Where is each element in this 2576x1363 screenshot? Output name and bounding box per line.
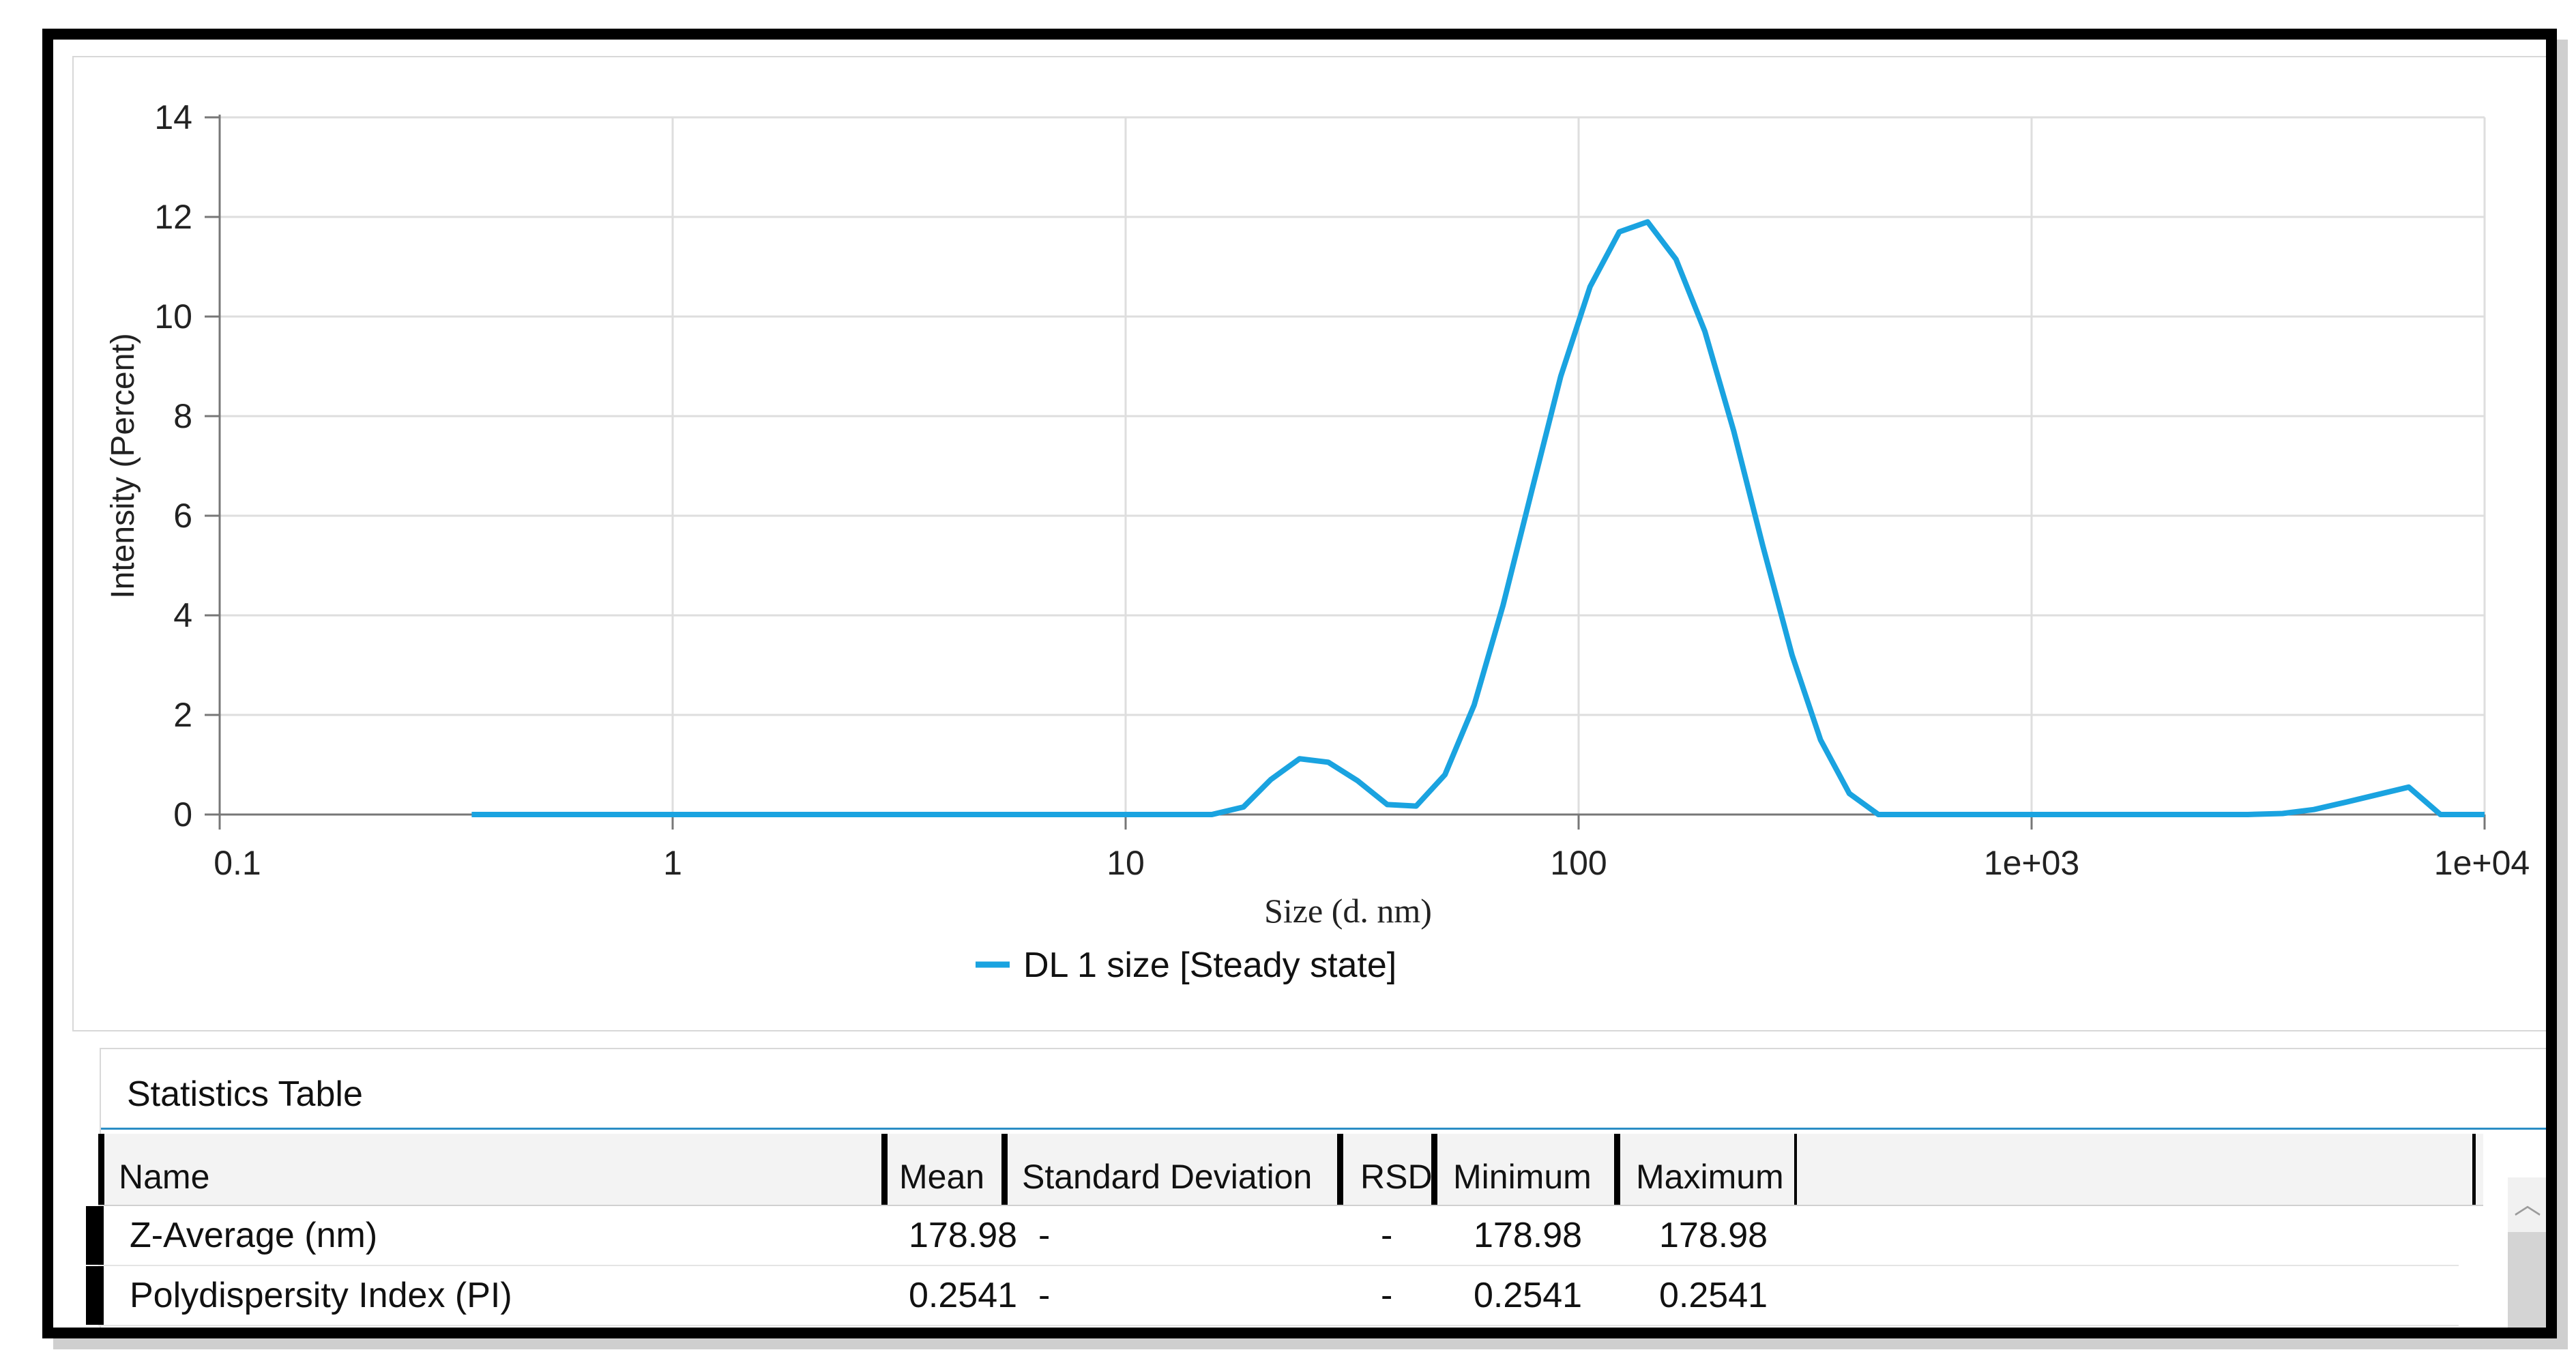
- table-header-row: Name Mean Standard Deviation RSD Minimum…: [98, 1134, 2483, 1206]
- statistics-panel: Statistics Table Name Mean Standard Devi…: [86, 1048, 2546, 1328]
- cell-standard-deviation: -: [1038, 1276, 1051, 1315]
- table-row[interactable]: Polydispersity Index (PI) 0.2541 - - 0.2…: [86, 1266, 2459, 1326]
- column-separator[interactable]: [881, 1134, 888, 1205]
- cell-name: Polydispersity Index (PI): [130, 1276, 512, 1315]
- cell-mean: 0.2541: [909, 1276, 1018, 1315]
- series-line: [471, 219, 2485, 817]
- column-separator[interactable]: [1431, 1134, 1437, 1205]
- y-tick-label: 10: [154, 297, 192, 336]
- size-distribution-chart: 0 2 4 6 8 10 12 14 0.1 1 10 100 1e+03 1e+04 Intensity …: [105, 98, 2530, 985]
- cell-maximum: 0.2541: [1659, 1276, 1768, 1315]
- y-tick-label: 4: [173, 596, 192, 634]
- y-tick-label: 14: [154, 98, 192, 136]
- legend-label: DL 1 size [Steady state]: [1023, 946, 1396, 985]
- y-axis-title: Intensity (Percent): [105, 333, 141, 598]
- column-header-rsd[interactable]: RSD: [1360, 1158, 1433, 1196]
- column-header-maximum[interactable]: Maximum: [1636, 1158, 1784, 1196]
- cell-name: Z-Average (nm): [130, 1216, 378, 1255]
- x-tick-label: 1e+04: [2434, 844, 2530, 882]
- column-separator[interactable]: [1001, 1134, 1008, 1205]
- column-header-name[interactable]: Name: [119, 1158, 210, 1196]
- column-header-minimum[interactable]: Minimum: [1453, 1158, 1592, 1196]
- cell-mean: 178.98: [909, 1216, 1018, 1255]
- column-header-standard-deviation[interactable]: Standard Deviation: [1022, 1158, 1313, 1196]
- size-distribution-chart-panel: 0 2 4 6 8 10 12 14 0.1 1 10 100 1e+03 1e+04 Intensity …: [72, 56, 2546, 1031]
- y-tick-label: 8: [173, 397, 192, 435]
- column-separator[interactable]: [98, 1134, 104, 1205]
- statistics-table-header: Statistics Table: [101, 1048, 2546, 1130]
- cell-rsd: -: [1381, 1276, 1393, 1315]
- column-header-mean[interactable]: Mean: [899, 1158, 985, 1196]
- cell-rsd: -: [1381, 1216, 1393, 1255]
- y-tick-label: 0: [173, 795, 192, 834]
- column-separator[interactable]: [1614, 1134, 1620, 1205]
- x-tick-label: 0.1: [214, 844, 261, 882]
- x-tick-label: 100: [1550, 844, 1607, 882]
- x-tick-label: 10: [1107, 844, 1145, 882]
- y-tick-label: 12: [154, 198, 192, 236]
- app-window: 0 2 4 6 8 10 12 14 0.1 1 10 100 1e+03 1e+04 Intensity …: [42, 29, 2557, 1338]
- cell-standard-deviation: -: [1038, 1216, 1051, 1255]
- x-axis-title: Size (d. nm): [1264, 892, 1432, 930]
- y-tick-label: 2: [173, 696, 192, 734]
- statistics-table-title: Statistics Table: [127, 1074, 363, 1114]
- column-separator[interactable]: [1794, 1134, 1797, 1205]
- table-row[interactable]: Z-Average (nm) 178.98 - - 178.98 178.98: [86, 1206, 2459, 1266]
- x-tick-label: 1: [663, 844, 682, 882]
- cell-minimum: 178.98: [1474, 1216, 1583, 1255]
- chevron-up-icon: ︿: [2514, 1190, 2541, 1220]
- cell-minimum: 0.2541: [1474, 1276, 1583, 1315]
- y-tick-label: 6: [173, 497, 192, 535]
- x-tick-label: 1e+03: [1984, 844, 2079, 882]
- row-selection-marker: [86, 1266, 104, 1325]
- column-separator[interactable]: [2472, 1134, 2476, 1205]
- scroll-up-button[interactable]: ︿: [2508, 1177, 2546, 1232]
- cell-maximum: 178.98: [1659, 1216, 1768, 1255]
- column-separator[interactable]: [1337, 1134, 1343, 1205]
- row-selection-marker: [86, 1206, 104, 1265]
